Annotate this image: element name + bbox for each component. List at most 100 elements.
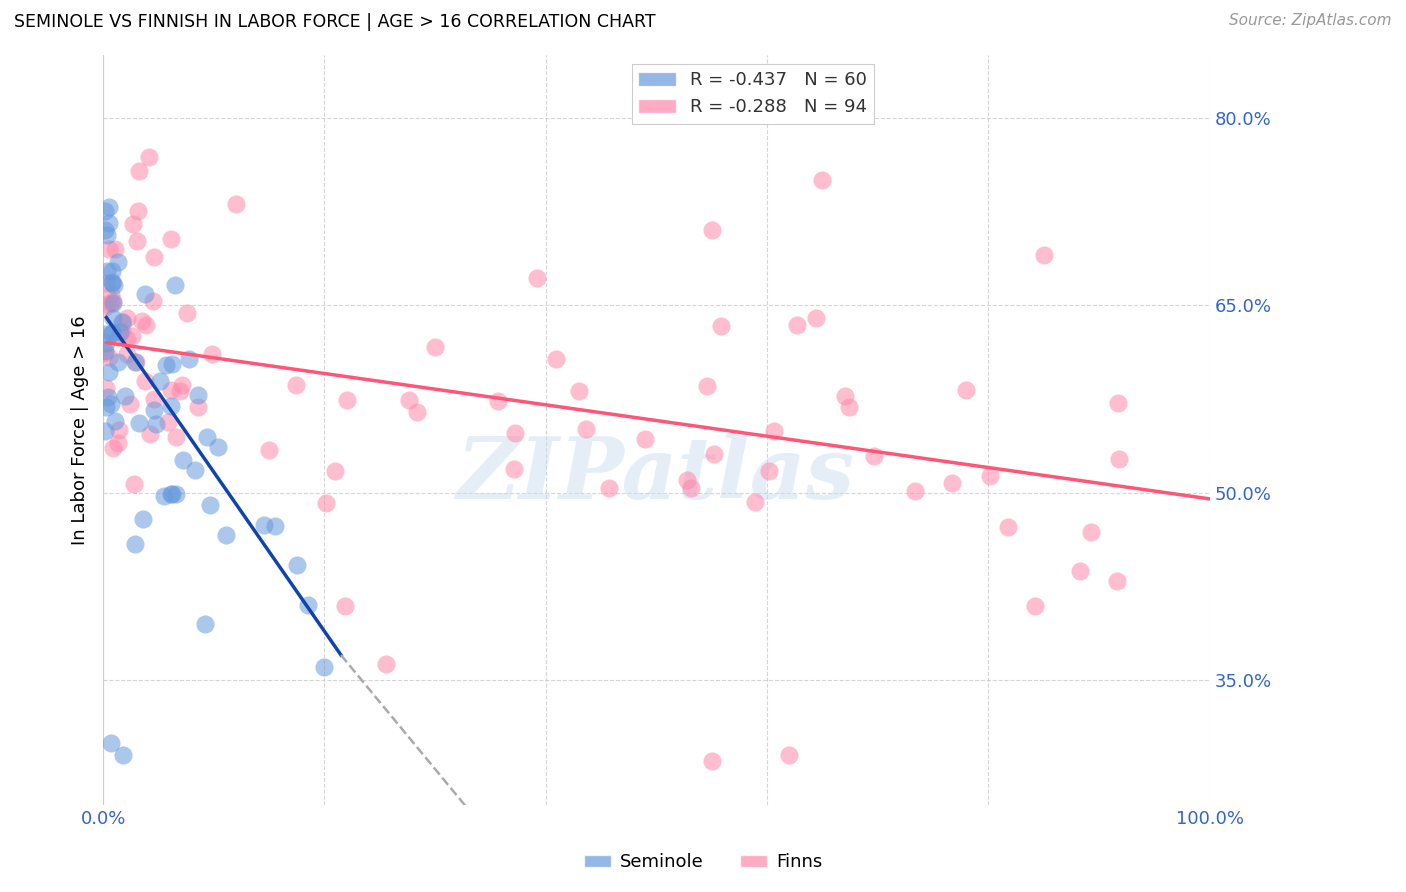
Point bbox=[107, 355, 129, 369]
Point bbox=[96, 276, 118, 290]
Point bbox=[108, 423, 131, 437]
Point bbox=[904, 484, 927, 499]
Point bbox=[114, 389, 136, 403]
Point bbox=[1107, 396, 1129, 410]
Point bbox=[111, 324, 134, 338]
Point bbox=[101, 294, 124, 309]
Point bbox=[314, 660, 336, 674]
Y-axis label: In Labor Force | Age > 16: In Labor Force | Age > 16 bbox=[72, 315, 89, 545]
Point bbox=[744, 495, 766, 509]
Legend: R = -0.437   N = 60, R = -0.288   N = 94: R = -0.437 N = 60, R = -0.288 N = 94 bbox=[633, 64, 875, 124]
Point bbox=[104, 414, 127, 428]
Point bbox=[115, 332, 138, 346]
Point bbox=[103, 441, 125, 455]
Point bbox=[135, 318, 157, 332]
Point bbox=[160, 357, 183, 371]
Point bbox=[786, 318, 808, 333]
Point bbox=[94, 344, 117, 359]
Point bbox=[96, 227, 118, 242]
Text: ZIPatlas: ZIPatlas bbox=[457, 434, 855, 516]
Point bbox=[139, 427, 162, 442]
Point bbox=[100, 397, 122, 411]
Point bbox=[315, 496, 337, 510]
Point bbox=[811, 173, 834, 187]
Point bbox=[838, 400, 860, 414]
Point bbox=[1105, 574, 1128, 588]
Point bbox=[758, 464, 780, 478]
Point bbox=[184, 462, 207, 476]
Point bbox=[172, 377, 194, 392]
Point bbox=[955, 383, 977, 397]
Point bbox=[103, 277, 125, 292]
Point bbox=[117, 310, 139, 325]
Point bbox=[131, 314, 153, 328]
Point bbox=[134, 287, 156, 301]
Point bbox=[94, 326, 117, 341]
Point bbox=[323, 464, 346, 478]
Point bbox=[118, 397, 141, 411]
Point bbox=[125, 355, 148, 369]
Point bbox=[100, 295, 122, 310]
Point bbox=[101, 263, 124, 277]
Point bbox=[132, 512, 155, 526]
Point bbox=[128, 416, 150, 430]
Point bbox=[257, 443, 280, 458]
Point bbox=[110, 315, 132, 329]
Point bbox=[107, 330, 129, 344]
Point bbox=[128, 163, 150, 178]
Point bbox=[187, 387, 209, 401]
Point bbox=[177, 352, 200, 367]
Point bbox=[194, 616, 217, 631]
Point bbox=[862, 449, 884, 463]
Point bbox=[112, 315, 135, 329]
Point bbox=[160, 384, 183, 398]
Point bbox=[100, 287, 122, 301]
Point bbox=[263, 519, 285, 533]
Point bbox=[97, 242, 120, 256]
Point bbox=[153, 489, 176, 503]
Point bbox=[997, 520, 1019, 534]
Point bbox=[546, 352, 568, 367]
Point bbox=[103, 310, 125, 325]
Point bbox=[503, 425, 526, 440]
Point bbox=[1080, 524, 1102, 539]
Point bbox=[700, 755, 723, 769]
Point bbox=[96, 336, 118, 351]
Point bbox=[423, 340, 446, 354]
Point bbox=[1069, 564, 1091, 578]
Point bbox=[104, 242, 127, 256]
Point bbox=[297, 598, 319, 612]
Point bbox=[149, 374, 172, 388]
Point bbox=[124, 537, 146, 551]
Point bbox=[155, 358, 177, 372]
Point bbox=[634, 432, 657, 446]
Point bbox=[252, 517, 274, 532]
Point bbox=[200, 498, 222, 512]
Point bbox=[696, 378, 718, 392]
Point bbox=[834, 389, 856, 403]
Point bbox=[112, 748, 135, 763]
Text: Source: ZipAtlas.com: Source: ZipAtlas.com bbox=[1229, 13, 1392, 29]
Point bbox=[160, 399, 183, 413]
Point bbox=[804, 310, 827, 325]
Point bbox=[710, 319, 733, 334]
Legend: Seminole, Finns: Seminole, Finns bbox=[576, 847, 830, 879]
Point bbox=[1108, 451, 1130, 466]
Point bbox=[214, 528, 236, 542]
Point bbox=[121, 328, 143, 343]
Point bbox=[165, 277, 187, 292]
Point bbox=[94, 223, 117, 237]
Point bbox=[100, 735, 122, 749]
Point bbox=[941, 476, 963, 491]
Point bbox=[575, 422, 598, 436]
Point bbox=[96, 400, 118, 414]
Point bbox=[284, 377, 307, 392]
Text: SEMINOLE VS FINNISH IN LABOR FORCE | AGE > 16 CORRELATION CHART: SEMINOLE VS FINNISH IN LABOR FORCE | AGE… bbox=[14, 13, 655, 31]
Point bbox=[108, 326, 131, 340]
Point bbox=[526, 270, 548, 285]
Point bbox=[285, 558, 308, 573]
Point bbox=[96, 264, 118, 278]
Point bbox=[101, 276, 124, 290]
Point bbox=[187, 400, 209, 414]
Point bbox=[94, 203, 117, 218]
